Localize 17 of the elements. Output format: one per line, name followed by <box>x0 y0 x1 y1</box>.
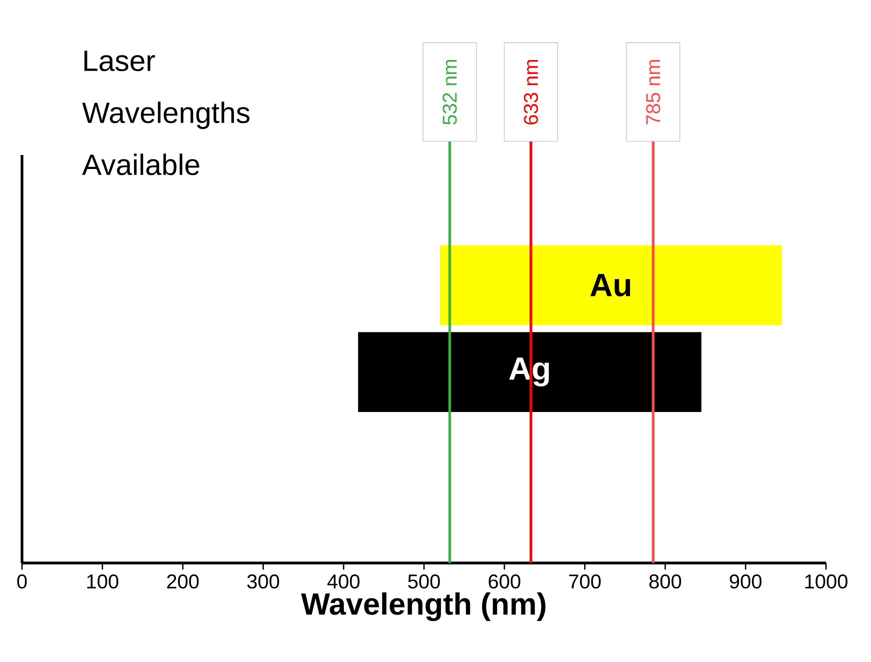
x-tick-label: 1000 <box>805 574 848 589</box>
x-tick-label: 200 <box>167 574 199 589</box>
x-tick-label: 300 <box>247 574 280 589</box>
ref-line-label: 785 nm <box>646 60 660 124</box>
ref-line-label: 532 nm <box>442 60 457 125</box>
x-tick-label: 500 <box>408 574 440 589</box>
x-tick-label: 0 <box>17 574 27 589</box>
x-tick-label: 900 <box>730 574 762 589</box>
y-tick-label: Au <box>590 274 630 296</box>
chart-title: Laser Wavelengths Available <box>82 50 250 176</box>
x-tick-label: 100 <box>87 574 118 589</box>
ref-line-label: 633 nm <box>524 60 538 124</box>
x-tick-label: 700 <box>569 574 601 589</box>
x-tick-label: 400 <box>327 574 360 589</box>
x-tick-label: 800 <box>649 574 682 589</box>
x-tick-label: 600 <box>488 574 520 589</box>
x-axis-title: Wavelength (nm) <box>301 592 546 622</box>
